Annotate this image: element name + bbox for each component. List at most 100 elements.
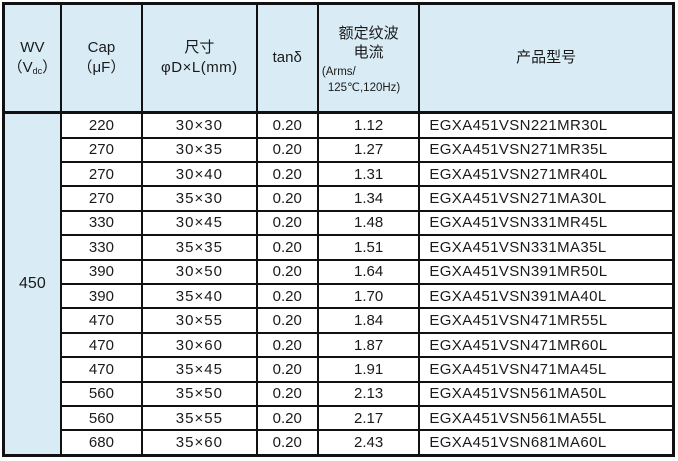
size-unit: φD×L(mm) [161,59,238,76]
capacitor-ratings-table: WV （Vdc） Cap （μF） 尺寸 φD×L(mm) tanδ 额定纹波 [2,2,675,457]
tand-cell: 0.20 [255,111,319,139]
size-cell: 35×40 [141,282,258,310]
cap-cell: 470 [59,307,144,334]
table-row: 560 35×50 0.20 2.13 EGXA451VSN561MA50L [4,380,675,408]
cap-cell: 390 [59,282,144,310]
table-row: 470 30×55 0.20 1.84 EGXA451VSN471MR55L [4,307,675,334]
cap-cell: 560 [59,380,144,408]
size-cell: 35×60 [141,429,258,457]
ripple-cell: 1.84 [316,307,421,334]
cap-unit: （μF） [77,59,126,76]
size-cell: 30×45 [141,209,258,237]
table-row: 330 30×45 0.20 1.48 EGXA451VSN331MR45L [4,209,675,237]
table-row: 560 35×55 0.20 2.17 EGXA451VSN561MA55L [4,404,675,432]
model-cell: EGXA451VSN561MA50L [418,380,675,408]
model-cell: EGXA451VSN271MR35L [418,136,675,163]
size-cell: 30×60 [141,331,258,359]
cap-cell: 270 [59,136,144,163]
table-row: 270 30×35 0.20 1.27 EGXA451VSN271MR35L [4,136,675,163]
model-cell: EGXA451VSN471MA45L [418,356,675,383]
model-cell: EGXA451VSN561MA55L [418,404,675,432]
ripple-cell: 1.31 [316,160,421,188]
table-row: 470 35×45 0.20 1.91 EGXA451VSN471MA45L [4,356,675,383]
size-cell: 30×35 [141,136,258,163]
ripple-label: 额定纹波 电流 [338,24,399,62]
table-row: 270 35×30 0.20 1.34 EGXA451VSN271MA30L [4,185,675,212]
tand-cell: 0.20 [255,282,319,310]
cap-cell: 330 [59,234,144,261]
cap-cell: 470 [59,331,144,359]
cap-cell: 470 [59,356,144,383]
tand-cell: 0.20 [255,185,319,212]
size-cell: 30×30 [141,111,258,139]
ripple-cell: 2.43 [316,429,421,457]
tand-cell: 0.20 [255,404,319,432]
model-cell: EGXA451VSN271MA30L [418,185,675,212]
tand-cell: 0.20 [255,258,319,286]
table-header: WV （Vdc） Cap （μF） 尺寸 φD×L(mm) tanδ 额定纹波 [2,2,675,114]
model-cell: EGXA451VSN391MA40L [418,282,675,310]
tand-cell: 0.20 [255,160,319,188]
cap-cell: 270 [59,185,144,212]
tand-cell: 0.20 [255,136,319,163]
ripple-cell: 1.12 [316,111,421,139]
col-header-wv: WV （Vdc） [2,2,62,114]
model-cell: EGXA451VSN471MR60L [418,331,675,359]
model-cell: EGXA451VSN271MR40L [418,160,675,188]
col-header-cap: Cap （μF） [59,2,144,114]
model-cell: EGXA451VSN331MR45L [418,209,675,237]
size-cell: 35×35 [141,234,258,261]
ripple-cell: 1.64 [316,258,421,286]
cap-cell: 270 [59,160,144,188]
tand-cell: 0.20 [255,380,319,408]
ripple-conditions: (Arms/ 125℃,120Hz) [321,65,401,94]
table-row: 680 35×60 0.20 2.43 EGXA451VSN681MA60L [4,429,675,457]
cap-cell: 680 [59,429,144,457]
cap-cell: 390 [59,258,144,286]
ripple-cell: 1.91 [316,356,421,383]
ripple-cell: 1.34 [316,185,421,212]
col-header-model: 产品型号 [418,2,675,114]
table-row: 330 35×35 0.20 1.51 EGXA451VSN331MA35L [4,234,675,261]
size-cell: 30×40 [141,160,258,188]
wv-value-cell: 450 [2,111,62,457]
size-cell: 35×30 [141,185,258,212]
model-cell: EGXA451VSN391MR50L [418,258,675,286]
size-cell: 35×55 [141,404,258,432]
size-cell: 35×45 [141,356,258,383]
wv-label: WV [20,38,45,56]
ripple-cell: 1.87 [316,331,421,359]
size-label: 尺寸 [184,38,215,56]
ripple-cell: 1.27 [316,136,421,163]
table-body: 450 220 30×30 0.20 1.12 EGXA451VSN221MR30L 270… [2,111,675,457]
tand-cell: 0.20 [255,331,319,359]
model-cell: EGXA451VSN221MR30L [418,111,675,139]
table-row: 390 35×40 0.20 1.70 EGXA451VSN391MA40L [4,282,675,310]
model-cell: EGXA451VSN681MA60L [418,429,675,457]
table-row: 470 30×60 0.20 1.87 EGXA451VSN471MR60L [4,331,675,359]
model-label: 产品型号 [516,48,577,66]
ripple-cell: 2.17 [316,404,421,432]
model-cell: EGXA451VSN471MR55L [418,307,675,334]
size-cell: 35×50 [141,380,258,408]
tand-cell: 0.20 [255,234,319,261]
cap-cell: 560 [59,404,144,432]
cap-cell: 220 [59,111,144,139]
tand-label: tanδ [272,48,302,66]
col-header-size: 尺寸 φD×L(mm) [141,2,258,114]
ripple-cell: 2.13 [316,380,421,408]
ripple-cell: 1.51 [316,234,421,261]
cap-label: Cap [87,38,116,56]
col-header-tand: tanδ [255,2,319,114]
tand-cell: 0.20 [255,356,319,383]
table-row: 270 30×40 0.20 1.31 EGXA451VSN271MR40L [4,160,675,188]
model-cell: EGXA451VSN331MA35L [418,234,675,261]
size-cell: 30×55 [141,307,258,334]
ripple-cell: 1.70 [316,282,421,310]
ripple-cell: 1.48 [316,209,421,237]
size-cell: 30×50 [141,258,258,286]
table-row: 450 220 30×30 0.20 1.12 EGXA451VSN221MR30L [2,111,675,457]
wv-unit: （Vdc） [7,59,58,76]
cap-cell: 330 [59,209,144,237]
